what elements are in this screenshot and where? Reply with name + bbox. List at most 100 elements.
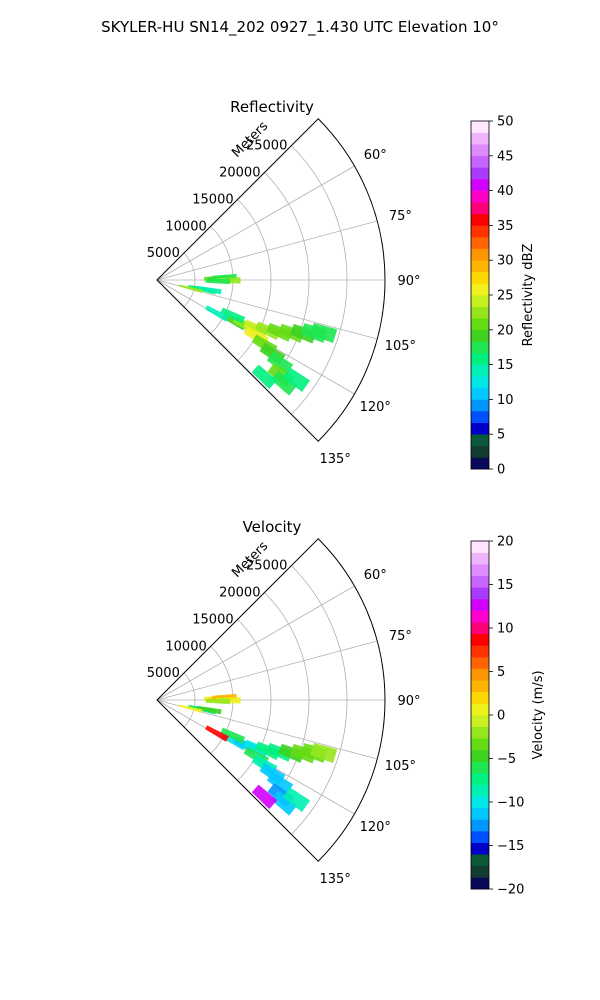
azimuth-tick-label: 60° — [364, 148, 387, 163]
colorbar-segment — [471, 364, 489, 377]
echo-cell — [220, 727, 246, 744]
range-tick-label: 5000 — [147, 246, 180, 261]
azimuth-tick-label: 120° — [360, 400, 391, 415]
colorbar-tick-label: 0 — [497, 463, 505, 478]
colorbar-tick-label: 10 — [497, 622, 514, 637]
colorbar-tick-label: −10 — [497, 796, 524, 811]
colorbar-segment — [471, 575, 489, 588]
colorbar-segment — [471, 564, 489, 577]
range-tick-label: 25000 — [246, 559, 287, 574]
colorbar-segment — [471, 306, 489, 319]
colorbar-tick-label: 0 — [497, 709, 505, 724]
colorbar-segment — [471, 587, 489, 600]
colorbar-tick-label: 20 — [497, 323, 514, 338]
range-tick-label: 10000 — [165, 219, 206, 234]
colorbar-tick-label: 15 — [497, 578, 514, 593]
sector-outline — [156, 118, 386, 442]
colorbar-segment — [471, 784, 489, 797]
echo-cell — [251, 364, 278, 390]
colorbar-tick-label: −5 — [497, 752, 516, 767]
colorbar-segment — [471, 633, 489, 646]
echo-cell — [178, 284, 203, 293]
range-tick-label: 5000 — [147, 666, 180, 681]
azimuth-gridline-60 — [156, 585, 355, 701]
colorbar-tick-label: 10 — [497, 393, 514, 408]
colorbar-segment — [471, 121, 489, 133]
colorbar-tick-label: 45 — [497, 149, 514, 164]
colorbar-segment — [471, 225, 489, 238]
colorbar-segment — [471, 610, 489, 623]
echo-cell — [251, 784, 278, 810]
colorbar-segment — [471, 773, 489, 785]
colorbar-tick-label: 35 — [497, 219, 514, 234]
azimuth-tick-label: 60° — [364, 568, 387, 583]
azimuth-tick-label: 135° — [320, 452, 351, 467]
colorbar-segment — [471, 434, 489, 447]
azimuth-tick-label: 90° — [397, 694, 420, 709]
echo-cell — [205, 278, 230, 285]
colorbar-segment — [471, 457, 489, 470]
colorbar-segment — [471, 552, 489, 565]
colorbar-segment — [471, 411, 489, 423]
colorbar-tick-label: −15 — [497, 839, 524, 854]
colorbar-tick-label: 50 — [497, 115, 514, 130]
echo-cell — [205, 698, 230, 705]
azimuth-tick-label: 105° — [385, 339, 416, 354]
colorbar-label: Reflectivity dBZ — [521, 244, 536, 347]
colorbar-segment — [471, 155, 489, 168]
colorbar-segment — [471, 761, 489, 774]
colorbar-segment — [471, 599, 489, 611]
colorbar-segment — [471, 657, 489, 669]
echo-cell — [220, 307, 246, 324]
colorbar-segment — [471, 831, 489, 843]
azimuth-tick-label: 135° — [320, 872, 351, 887]
colorbar-segment — [471, 248, 489, 261]
range-tick-label: 20000 — [219, 166, 260, 181]
colorbar-tick-label: 5 — [497, 665, 505, 680]
colorbar-segment — [471, 167, 489, 180]
colorbar-segment — [471, 796, 489, 809]
colorbar-segment — [471, 819, 489, 832]
azimuth-tick-label: 75° — [389, 209, 412, 224]
colorbar-tick-label: −20 — [497, 883, 524, 898]
colorbar-segment — [471, 260, 489, 273]
echo-cell — [197, 285, 222, 295]
colorbar-segment — [471, 680, 489, 693]
azimuth-gridline-75 — [156, 640, 378, 701]
colorbar-label: Velocity (m/s) — [531, 670, 546, 759]
range-tick-label: 15000 — [192, 192, 233, 207]
colorbar-segment — [471, 854, 489, 867]
colorbar-segment — [471, 749, 489, 762]
colorbar-segment — [471, 190, 489, 203]
echo-cell — [310, 742, 338, 764]
colorbar-segment — [471, 353, 489, 365]
colorbar-segment — [471, 341, 489, 354]
chart-panel-1: Reflectivity60°75°90°105°120°135°5000100… — [147, 98, 536, 478]
colorbar-segment — [471, 877, 489, 890]
range-tick-label: 10000 — [165, 639, 206, 654]
colorbar-segment — [471, 541, 489, 553]
echo-cell — [310, 322, 338, 344]
colorbar-segment — [471, 213, 489, 226]
colorbar-tick-label: 30 — [497, 254, 514, 269]
colorbar-segment — [471, 422, 489, 435]
azimuth-tick-label: 120° — [360, 820, 391, 835]
colorbar-segment — [471, 318, 489, 331]
echo-cell — [270, 370, 298, 396]
echo-cell — [197, 705, 222, 715]
echo-cell — [282, 787, 311, 813]
colorbar-segment — [471, 283, 489, 296]
chart-title: Velocity — [243, 518, 302, 536]
colorbar-segment — [471, 179, 489, 191]
echo-cell — [266, 351, 294, 375]
colorbar-segment — [471, 842, 489, 855]
colorbar-segment — [471, 738, 489, 751]
figure-title: SKYLER-HU SN14_202 0927_1.430 UTC Elevat… — [101, 18, 499, 37]
sector-outline — [156, 538, 386, 862]
colorbar-tick-label: 25 — [497, 289, 514, 304]
range-tick-label: 25000 — [246, 139, 287, 154]
azimuth-tick-label: 75° — [389, 629, 412, 644]
echo-cell — [266, 771, 294, 795]
colorbar-segment — [471, 237, 489, 249]
echo-cell — [178, 704, 203, 713]
